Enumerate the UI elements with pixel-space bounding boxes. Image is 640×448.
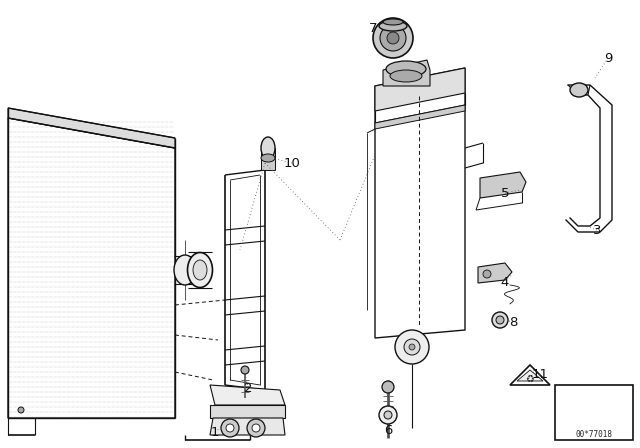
Text: 8: 8 [509,315,517,328]
Ellipse shape [386,61,426,77]
Text: ♻: ♻ [525,374,534,384]
Circle shape [395,330,429,364]
Bar [555,385,633,440]
Circle shape [241,366,249,374]
Polygon shape [480,172,526,198]
Ellipse shape [188,253,212,288]
Circle shape [252,424,260,432]
Text: 00*77018: 00*77018 [575,430,612,439]
Text: 1: 1 [211,426,220,439]
Polygon shape [375,105,465,129]
Circle shape [380,25,406,51]
Text: 11: 11 [531,369,548,382]
Polygon shape [8,108,175,148]
Circle shape [382,381,394,393]
Ellipse shape [261,154,275,162]
Text: 10: 10 [284,156,300,169]
Text: 6: 6 [384,423,392,436]
Circle shape [492,312,508,328]
Ellipse shape [261,137,275,159]
Circle shape [384,411,392,419]
Polygon shape [261,148,275,170]
Circle shape [226,424,234,432]
Polygon shape [210,418,285,435]
Polygon shape [375,68,465,338]
Circle shape [379,406,397,424]
Text: 2: 2 [244,382,252,395]
Circle shape [247,419,265,437]
Circle shape [18,407,24,413]
Text: 9: 9 [604,52,612,65]
Ellipse shape [383,19,403,25]
Text: 7: 7 [369,22,377,34]
Circle shape [409,344,415,350]
Ellipse shape [379,21,407,31]
Polygon shape [375,68,465,111]
Circle shape [221,419,239,437]
Ellipse shape [570,83,588,97]
Polygon shape [210,385,285,405]
Circle shape [496,316,504,324]
Polygon shape [210,405,285,418]
Polygon shape [517,370,543,381]
Ellipse shape [174,255,196,285]
Text: 4: 4 [501,276,509,289]
Polygon shape [563,393,629,423]
Circle shape [373,18,413,58]
Text: 5: 5 [500,186,509,199]
Circle shape [387,32,399,44]
Ellipse shape [193,260,207,280]
Circle shape [483,270,491,278]
Polygon shape [383,60,430,86]
Polygon shape [510,365,550,385]
Polygon shape [478,263,512,283]
Ellipse shape [390,70,422,82]
Circle shape [404,339,420,355]
Polygon shape [8,118,175,418]
Text: 3: 3 [593,224,601,237]
